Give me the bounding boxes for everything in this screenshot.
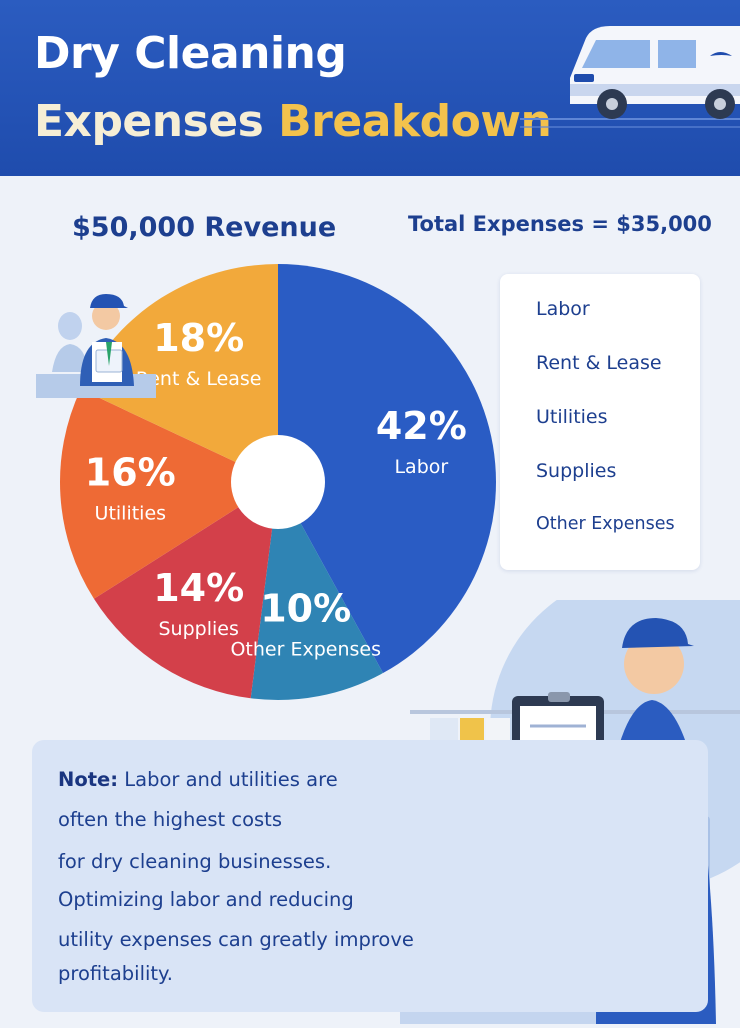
note-line-4: Optimizing labor and reducing [58, 888, 354, 911]
note-line-6: profitability. [58, 962, 174, 985]
pie-slice-labor [278, 264, 496, 674]
pie-center-hole [231, 435, 325, 529]
pie-slice-rent-lease [80, 264, 278, 482]
note-line-5: utility expenses can greatly improve [58, 928, 414, 951]
note-card [32, 740, 708, 1012]
header-banner: Dry Cleaning Expenses Breakdown [0, 0, 740, 176]
pie-value-label: 18% [153, 316, 244, 360]
pie-value-label: 10% [260, 586, 351, 630]
legend-card: Labor Rent & Lease Utilities Supplies Ot… [500, 274, 700, 570]
pie-category-label: Other Expenses [230, 638, 381, 660]
title-accent-text: Breakdown [278, 96, 552, 147]
title-line-1: Dry Cleaning [34, 28, 347, 79]
pie-category-label: Labor [394, 456, 448, 478]
pie-value-label: 14% [153, 566, 244, 610]
pie-value-label: 16% [85, 450, 176, 494]
pie-category-label: Utilities [95, 502, 167, 524]
pie-category-label: Rent & Lease [136, 368, 262, 390]
total-expenses-label: Total Expenses = $35,000 [408, 212, 712, 236]
note-text: Labor and utilities are [118, 768, 338, 791]
delivery-van-icon [570, 26, 740, 119]
note-label: Note: [58, 768, 119, 791]
legend-item-supplies: Supplies [536, 460, 617, 482]
title-line-2: Expenses Breakdown [34, 96, 552, 147]
pie-slice-utilities [60, 389, 278, 599]
legend-item-utilities: Utilities [536, 406, 608, 428]
pie-value-label: 42% [376, 404, 467, 448]
pie-category-label: Supplies [159, 618, 239, 640]
note-line-2: often the highest costs [58, 808, 282, 831]
legend-item-other-expenses: Other Expenses [536, 514, 675, 534]
legend-item-labor: Labor [536, 298, 590, 320]
legend-item-rent-lease: Rent & Lease [536, 352, 662, 374]
revenue-label: $50,000 Revenue [72, 212, 337, 243]
note-line-1: Note: Labor and utilities are [58, 768, 338, 791]
header-stripe [520, 126, 740, 128]
worker-illustration [36, 286, 166, 402]
header-stripe [520, 118, 740, 120]
pie-slice-supplies [93, 482, 278, 699]
note-line-3: for dry cleaning businesses. [58, 850, 332, 873]
title-text: Expenses [34, 96, 279, 147]
pie-slice-other-expenses [250, 482, 384, 700]
